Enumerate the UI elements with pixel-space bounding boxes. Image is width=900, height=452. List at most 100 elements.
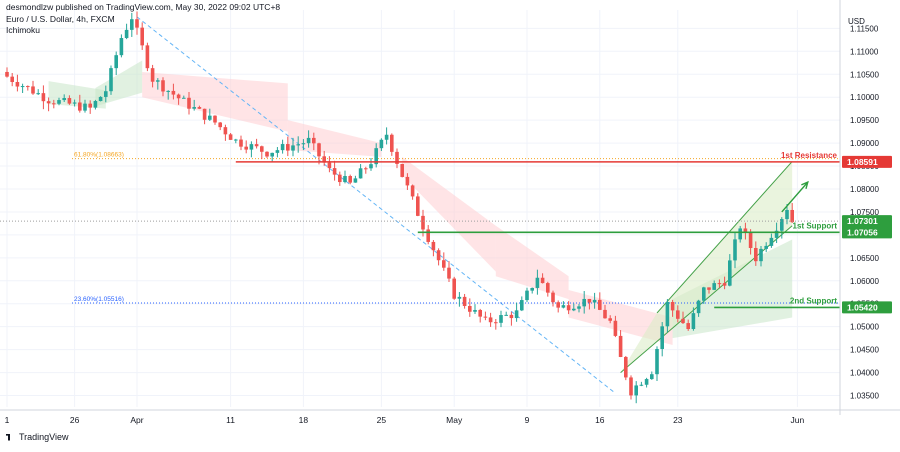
candle-body — [260, 146, 264, 152]
candle-body — [296, 144, 300, 146]
candle-body — [738, 228, 742, 240]
candle-body — [280, 144, 285, 151]
candle-body — [728, 260, 732, 286]
candle-body — [88, 103, 92, 108]
y-tick-label: 1.09000 — [850, 139, 879, 148]
candle-body — [754, 247, 758, 262]
price-badge-value: 1.08591 — [847, 157, 878, 167]
candle-body — [556, 302, 560, 308]
candle-body — [306, 137, 311, 144]
candle-body — [72, 102, 77, 104]
candle-body — [421, 215, 425, 230]
candle-body — [374, 148, 378, 165]
price-badge — [842, 226, 892, 239]
price-badge — [842, 301, 892, 314]
candle-body — [509, 314, 514, 319]
candle-body — [286, 144, 290, 151]
candle-body — [462, 296, 467, 306]
candle-body — [348, 176, 352, 183]
candle-body — [291, 145, 295, 151]
candle-body — [592, 299, 597, 303]
candle-body — [514, 310, 519, 319]
candle-body — [743, 228, 748, 233]
candle-body — [660, 326, 664, 349]
candle-body — [176, 94, 181, 99]
channel-upper-line — [656, 161, 793, 314]
level-name: 1st Support — [793, 221, 838, 230]
candle-body — [83, 103, 87, 111]
candle-body — [93, 101, 98, 108]
descending-trendline — [136, 16, 616, 394]
candle-body — [473, 309, 477, 312]
candle-body — [145, 45, 150, 69]
candle-body — [353, 178, 358, 183]
candle-body — [483, 316, 488, 318]
candle-body — [405, 176, 410, 186]
candle-body — [36, 93, 40, 95]
x-tick-label: 11 — [226, 415, 235, 425]
candle-body — [629, 377, 633, 396]
candle-body — [582, 298, 586, 307]
x-tick-label: 9 — [525, 415, 530, 425]
candle-body — [150, 68, 155, 82]
cloud-segment-red — [402, 156, 496, 272]
candle-body — [488, 317, 493, 323]
x-tick-label: 16 — [595, 415, 605, 425]
y-tick-label: 1.07500 — [850, 208, 879, 217]
candle-body — [436, 250, 441, 261]
candle-body — [364, 168, 368, 170]
y-tick-label: 1.04500 — [850, 346, 879, 355]
candle-body — [530, 287, 534, 291]
candle-body — [691, 313, 696, 330]
candle-body — [561, 305, 566, 308]
candle-body — [228, 134, 233, 140]
candle-body — [468, 305, 472, 312]
publisher-line: desmondlzw published on TradingView.com,… — [6, 2, 281, 12]
candle-body — [577, 306, 581, 309]
candle-body — [67, 98, 72, 104]
candle-body — [270, 152, 274, 157]
candle-body — [696, 300, 701, 314]
candle-body — [457, 296, 462, 299]
channel-lower-line — [620, 225, 793, 373]
y-tick-label: 1.04000 — [850, 369, 879, 378]
fib-label: 23.60%(1.05516) — [74, 296, 124, 303]
fib-label: 61.80%(1.08663) — [74, 152, 124, 159]
candle-body — [416, 196, 420, 216]
x-tick-label: 18 — [299, 415, 309, 425]
price-badge-value: 1.07056 — [847, 227, 878, 237]
candle-body — [395, 151, 399, 164]
candle-body — [785, 209, 789, 220]
y-tick-label: 1.03500 — [850, 392, 879, 401]
grid — [0, 10, 840, 407]
candle-body — [5, 71, 9, 77]
y-axis-currency: USD — [848, 17, 865, 26]
candle-body — [504, 314, 508, 316]
candle-body — [244, 146, 248, 150]
candle-body — [712, 283, 716, 290]
price-badge — [842, 155, 892, 168]
tradingview-logo: TradingView — [6, 432, 69, 442]
y-tick-label: 1.05000 — [850, 323, 879, 332]
candle-body — [384, 134, 389, 140]
candle-body — [566, 305, 571, 311]
candle-body — [525, 290, 529, 301]
candle-body — [26, 86, 30, 88]
ascending-channel-fill — [620, 161, 793, 373]
candle-body — [624, 356, 628, 378]
candle-body — [46, 101, 51, 104]
candle-body — [447, 267, 451, 279]
price-badge-value: 1.07301 — [847, 216, 878, 226]
candle-body — [322, 156, 326, 163]
candle-body — [733, 239, 737, 261]
candle-body — [275, 150, 280, 153]
candle-body — [119, 38, 124, 56]
candle-body — [790, 209, 794, 223]
candle-body — [265, 151, 269, 157]
y-tick-label: 1.11000 — [850, 47, 879, 56]
cloud-segment-red — [495, 225, 569, 300]
candle-body — [499, 315, 503, 323]
candle-body — [644, 379, 649, 385]
candle-body — [124, 29, 129, 39]
price-badge-value: 1.05420 — [847, 302, 878, 312]
